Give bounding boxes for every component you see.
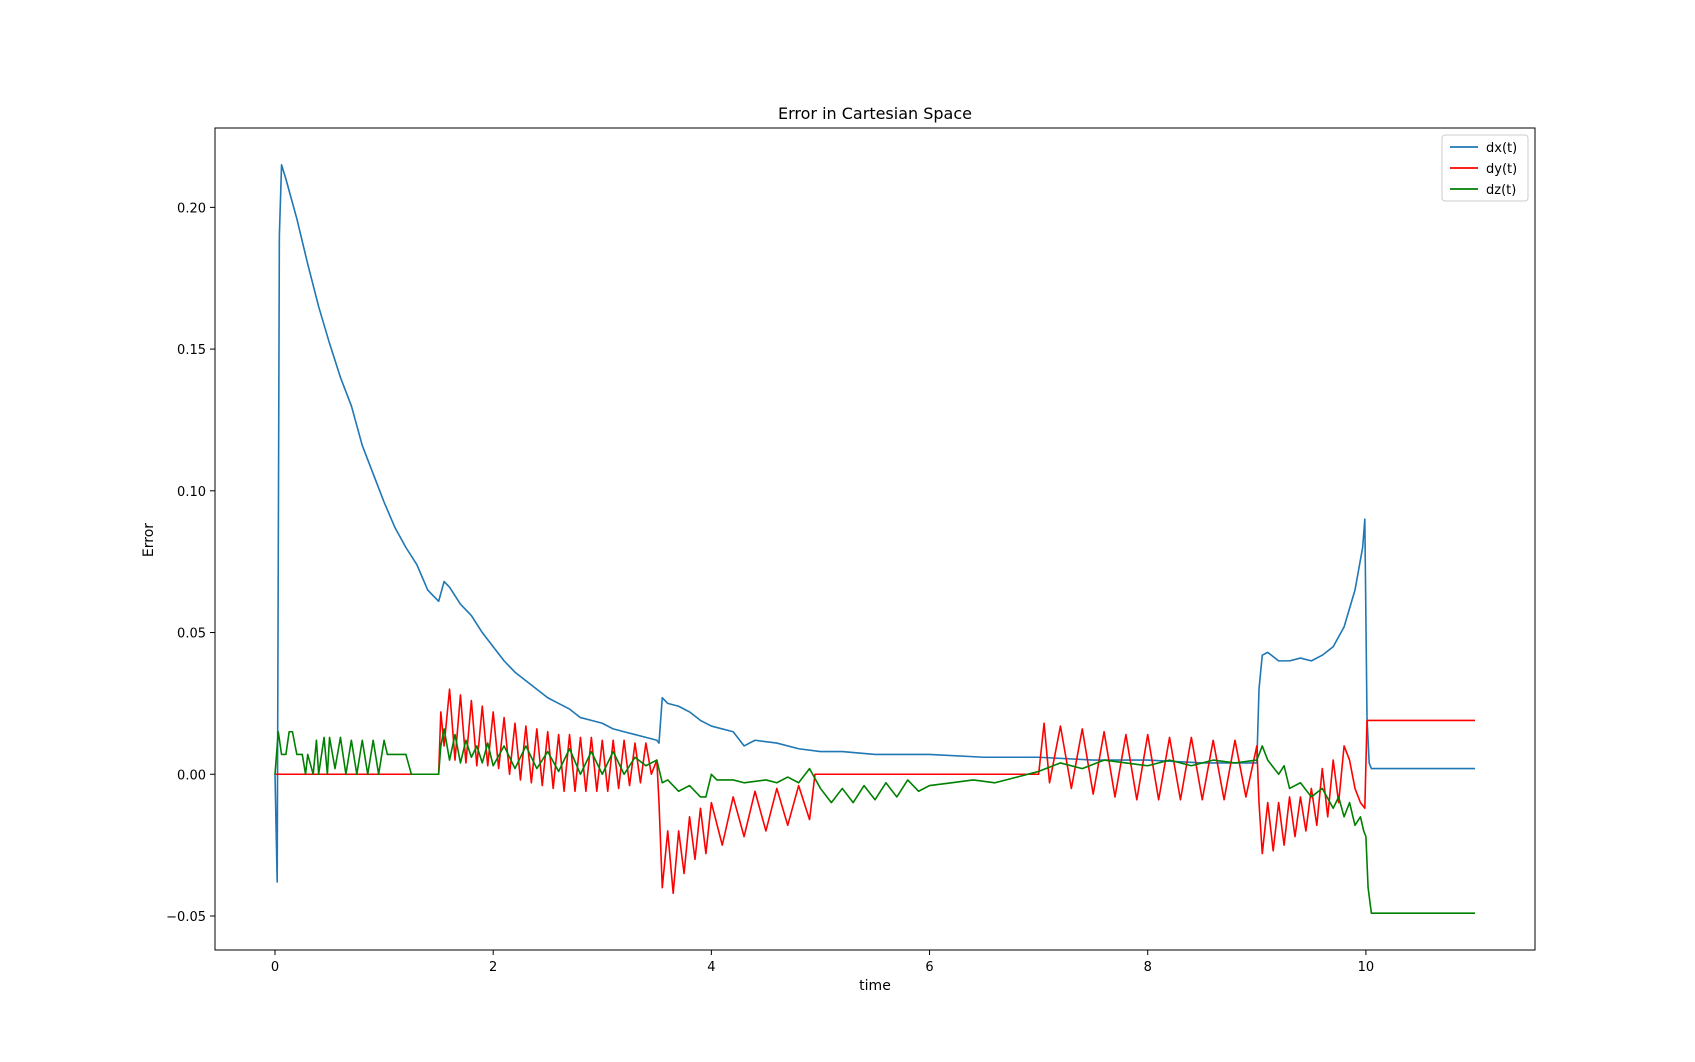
legend: dx(t) dy(t) dz(t) [1441, 134, 1529, 202]
y-tick-label: 0.05 [177, 627, 206, 642]
y-axis-ticks: −0.05 0.00 0.05 0.10 0.15 0.20 [166, 201, 215, 925]
x-tick-label: 6 [925, 960, 933, 975]
legend-label: dz(t) [1486, 183, 1516, 198]
x-axis-label: time [859, 978, 891, 994]
legend-label: dx(t) [1486, 141, 1517, 156]
series-line-dxt [274, 164, 1475, 883]
legend-label: dy(t) [1486, 162, 1517, 177]
x-tick-label: 4 [707, 960, 715, 975]
x-tick-label: 8 [1144, 960, 1152, 975]
x-tick-label: 0 [271, 960, 279, 975]
x-tick-label: 10 [1358, 960, 1375, 975]
plot-frame [214, 127, 1536, 951]
series-layer [274, 164, 1475, 914]
x-axis-ticks: 0 2 4 6 8 10 [271, 950, 1374, 975]
y-tick-label: 0.10 [177, 485, 206, 500]
y-tick-label: −0.05 [166, 910, 206, 925]
y-tick-label: 0.15 [177, 343, 206, 358]
legend-box [1441, 134, 1529, 202]
series-line-dyt [275, 688, 1475, 895]
y-axis-label: Error [141, 523, 157, 557]
y-tick-label: 0.00 [177, 768, 206, 783]
x-tick-label: 2 [489, 960, 497, 975]
chart-title: Error in Cartesian Space [778, 104, 972, 123]
plot-area [214, 127, 1536, 951]
y-tick-label: 0.20 [177, 201, 206, 216]
series-line-dzt [274, 728, 1475, 914]
